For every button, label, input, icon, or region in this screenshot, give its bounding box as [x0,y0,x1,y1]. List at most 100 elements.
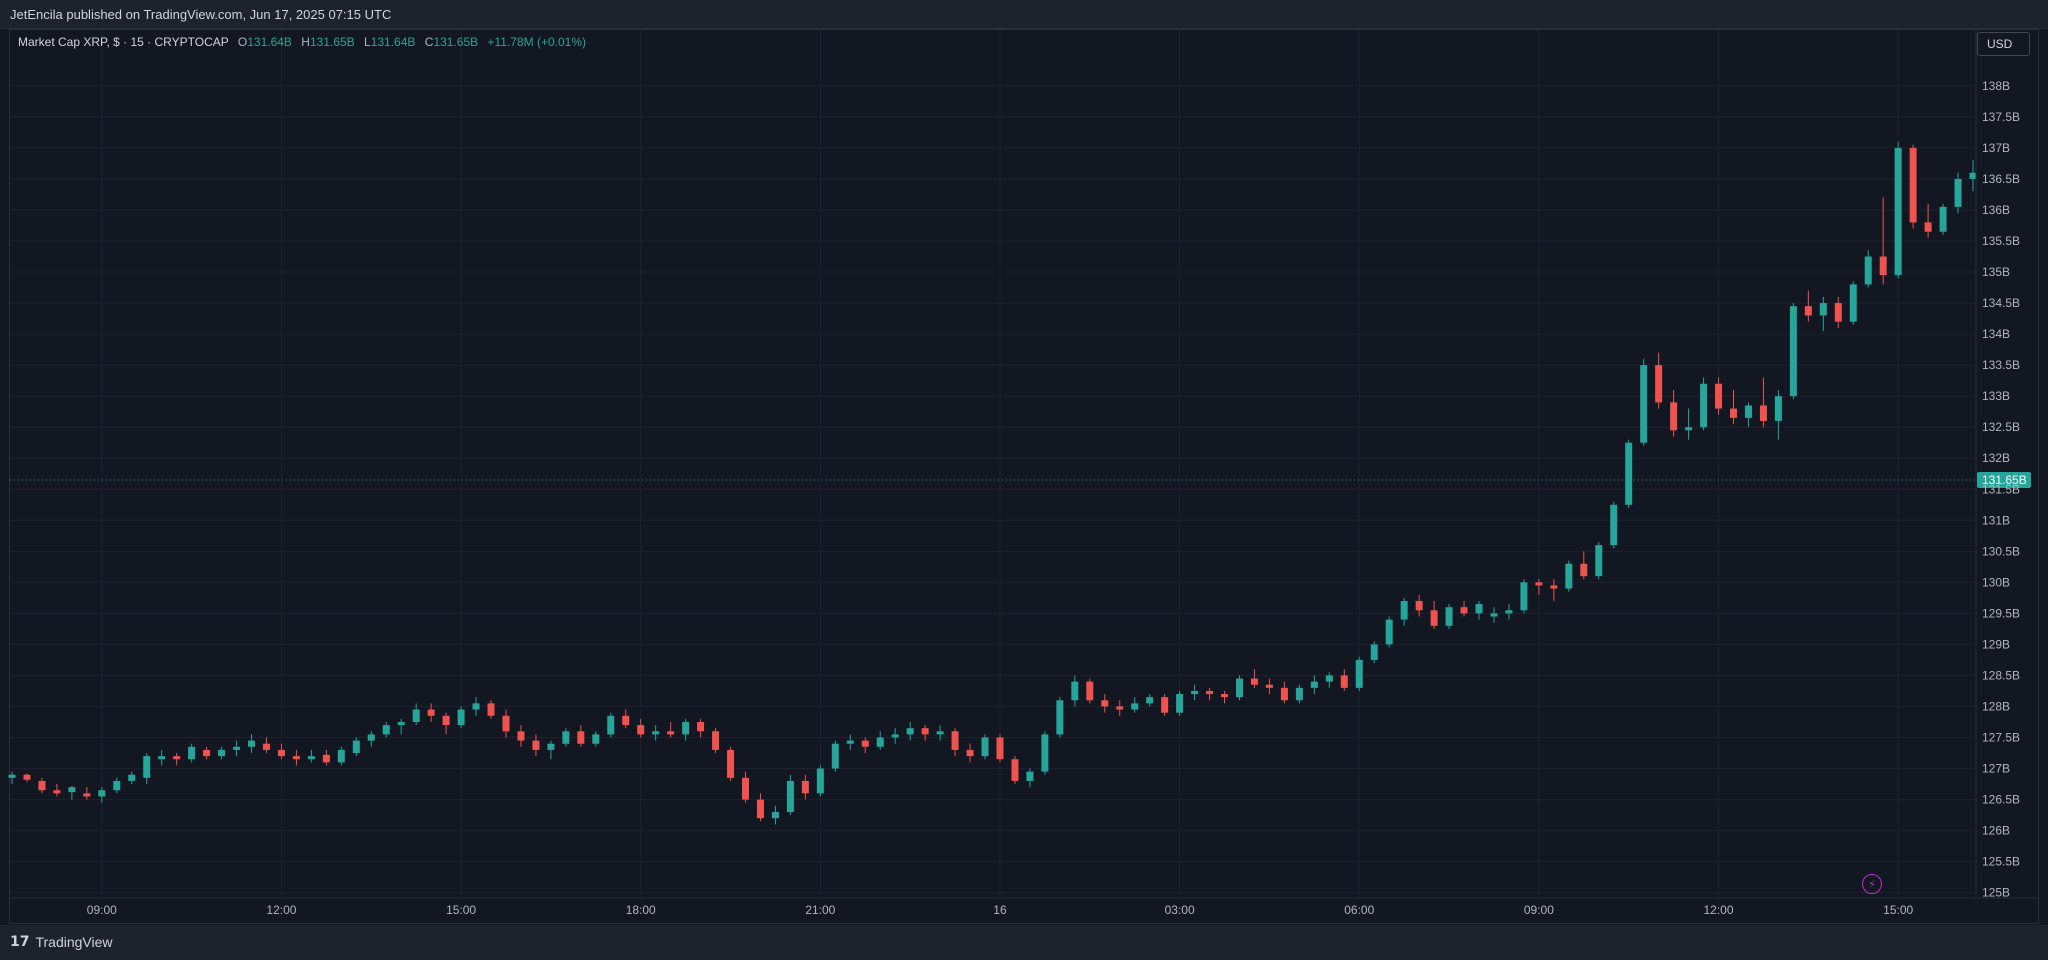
x-tick-label: 16 [993,903,1007,917]
candle-body [1310,681,1318,688]
candle-body [173,756,181,760]
candle-body [68,787,76,793]
x-tick-label: 03:00 [1165,903,1195,917]
candle-body [1849,284,1857,322]
candle-body [382,725,390,735]
candle-body [367,734,375,741]
candle-body [1715,383,1723,409]
y-tick-label: 129B [1982,637,2010,651]
candle-body [876,737,884,747]
candle-body [1924,222,1932,232]
y-tick-label: 128.5B [1982,668,2020,682]
y-tick-label: 129.5B [1982,606,2020,620]
y-tick-label: 135B [1982,265,2010,279]
candle-body [1161,697,1169,713]
candle-body [1235,678,1243,698]
candle-body [1086,681,1094,701]
candle-body [1565,563,1573,589]
candle-body [1939,206,1947,232]
candle-body [996,737,1004,760]
candle-body [53,790,61,794]
candle-body [1490,613,1498,617]
candle-body [1744,405,1752,418]
y-tick-label: 127.5B [1982,731,2020,745]
grid-lines [10,30,1975,897]
x-tick-label: 15:00 [446,903,476,917]
x-tick-label: 15:00 [1883,903,1913,917]
time-axis: 09:00 12:00 15:00 18:00 21:00 16 03:00 06:00 09:… [10,897,2038,917]
candle-body [1131,703,1139,710]
candle-body [1011,759,1019,781]
y-tick-label: 133B [1982,389,2010,403]
candle-body [188,746,196,760]
candle-body [83,793,91,797]
candle-body [412,709,420,722]
y-tick-label: 128B [1982,699,2010,713]
candle-body [1550,585,1558,589]
candle-body [951,731,959,750]
candle-body [292,756,300,760]
tradingview-logo[interactable]: 17 TradingView [10,934,113,950]
candle-body [1116,706,1124,710]
candle-body [607,715,615,735]
candle-body [1595,545,1603,577]
candle-body [1370,644,1378,660]
candle-body [1670,402,1678,431]
candle-body [352,740,360,754]
candle-body [1250,678,1258,685]
candle-body [1804,306,1812,316]
candle-body [1759,405,1767,421]
candle-body [307,756,315,760]
candle-body [1685,427,1693,431]
y-tick-label: 126.5B [1982,793,2020,807]
candle-body [816,768,824,794]
chart-frame[interactable] [9,29,2039,924]
ohlc-legend: Market Cap XRP, $ · 15 · CRYPTOCAP O131.… [18,35,586,49]
candle-body [158,756,166,760]
candle-body [38,780,46,791]
legend-close-label: C [424,35,434,49]
candle-body [1206,690,1214,695]
y-tick-label: 130B [1982,575,2010,589]
candle-body [831,743,839,769]
candle-body [1325,675,1333,682]
candle-body [23,774,31,780]
candle-body [1969,172,1977,179]
candle-body [1295,687,1303,701]
candle-body [1385,619,1393,645]
candle-body [562,731,570,744]
candle-body [1954,178,1962,207]
published-header: JetEncila published on TradingView.com, … [0,0,2048,29]
candle-body [1026,771,1034,781]
legend-symbol: Market Cap XRP, $ · 15 · CRYPTOCAP [18,35,229,49]
x-tick-label: 18:00 [626,903,656,917]
y-tick-label: 125B [1982,886,2010,900]
candle-body [1280,687,1288,701]
candle-body [1355,659,1363,688]
candle-body [667,731,675,735]
candle-body [1879,256,1887,276]
candle-body [262,743,270,750]
tradingview-brand: TradingView [35,934,113,950]
lightning-icon[interactable]: ⚡ [1862,874,1882,894]
candle-body [1475,604,1483,614]
y-tick-label: 131.5B [1982,482,2020,496]
x-tick-label: 12:00 [1704,903,1734,917]
candle-body [1580,563,1588,577]
y-tick-label: 125.5B [1982,855,2020,869]
candle-body [771,811,779,819]
candle-body [203,749,211,757]
x-tick-label: 09:00 [1524,903,1554,917]
candle-body [322,754,330,763]
candle-body [457,709,465,726]
candle-body [727,749,735,778]
candle-body [1625,442,1633,505]
candle-body [936,731,944,735]
candle-body [981,737,989,757]
y-tick-label: 135.5B [1982,234,2020,248]
y-tick-label: 137.5B [1982,110,2020,124]
last-price-line: 131.65B [10,471,2031,488]
legend-open-value: 131.64B [247,35,292,49]
currency-button[interactable]: USD [1977,32,2030,56]
